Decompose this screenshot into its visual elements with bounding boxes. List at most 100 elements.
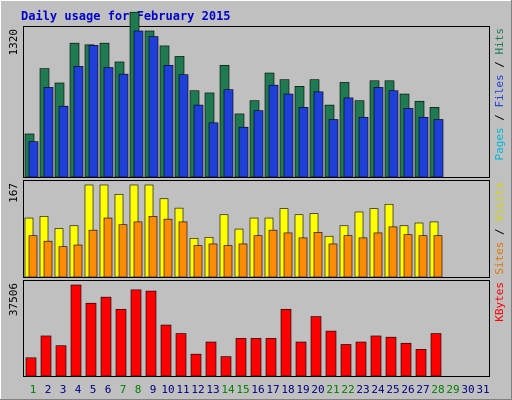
day-label-10: 10 [161,383,174,396]
day-label-20: 20 [311,383,324,396]
series-legend-traffic: Pages / Files / Hits [493,28,506,161]
day-label-16: 16 [251,383,264,396]
bar-files-day-19 [298,107,309,178]
bar-files-day-15 [238,126,249,178]
bar-files-day-23 [358,116,369,178]
x-axis-day-labels: 1 2 3 4 5 6 7 8 9 10 11 12 13 14 15 16 17 18 19 20 21 22 23 24 2… [30,383,490,396]
bar-kbytes-day-14 [220,356,232,377]
day-label-18: 18 [281,383,294,396]
day-label-14: 14 [221,383,235,396]
bar-kbytes-day-6 [100,296,112,377]
bar-sites-day-24 [373,232,383,278]
bar-sites-day-1 [28,235,38,278]
bar-kbytes-day-24 [370,335,382,377]
bar-sites-day-4 [73,244,83,278]
day-label-8: 8 [135,383,142,396]
bar-kbytes-day-8 [130,289,142,377]
day-label-19: 19 [296,383,309,396]
bar-files-day-10 [163,64,174,178]
bar-kbytes-day-13 [205,341,217,377]
panel-kbytes: 37506 KBytes [7,280,506,377]
bar-files-day-16 [253,110,264,178]
day-label-24: 24 [371,383,385,396]
bar-files-day-5 [88,45,99,178]
bar-sites-day-22 [343,235,353,278]
day-label-25: 25 [386,383,399,396]
bar-files-day-7 [118,73,129,178]
bar-kbytes-day-3 [55,345,67,377]
day-label-23: 23 [356,383,369,396]
series-legend-visits: Sites / Visits [493,182,506,275]
bar-sites-day-19 [298,237,308,278]
bar-kbytes-day-20 [310,316,322,377]
day-label-15: 15 [236,383,249,396]
bar-kbytes-day-7 [115,308,127,377]
y-max-label: 167 [7,183,20,203]
bar-kbytes-day-9 [145,290,157,377]
bar-files-day-4 [73,66,84,178]
panel-traffic: 1320 Pages / Files / Hits [7,11,506,178]
bar-kbytes-day-16 [250,338,262,377]
bar-kbytes-day-11 [175,333,187,377]
bar-sites-day-21 [328,243,338,278]
bar-files-day-13 [208,122,219,178]
bar-sites-day-5 [88,229,98,278]
day-label-13: 13 [206,383,219,396]
day-label-27: 27 [416,383,429,396]
day-label-17: 17 [266,383,279,396]
bar-sites-day-14 [223,245,233,278]
bar-files-day-20 [313,91,324,178]
bar-sites-day-26 [403,234,413,278]
bar-kbytes-day-12 [190,353,202,377]
day-label-29: 29 [446,383,459,396]
day-label-6: 6 [105,383,112,396]
y-max-label: 1320 [7,29,20,56]
day-label-12: 12 [191,383,204,396]
bar-files-day-27 [418,116,429,178]
day-label-30: 30 [461,383,474,396]
day-label-26: 26 [401,383,414,396]
panel-visits: 167 Sites / Visits [7,180,506,278]
bar-kbytes-day-23 [355,341,367,377]
bar-files-day-28 [433,119,444,178]
bar-kbytes-day-28 [430,333,442,377]
bar-files-day-17 [268,84,279,178]
day-label-21: 21 [326,383,339,396]
bar-sites-day-12 [193,245,203,278]
bar-sites-day-7 [118,224,128,278]
day-label-31: 31 [476,383,489,396]
bar-kbytes-day-4 [70,284,82,377]
bar-kbytes-day-5 [85,302,97,377]
bar-files-day-18 [283,93,294,178]
bar-files-day-11 [178,74,189,178]
bar-files-day-24 [373,87,384,178]
bar-sites-day-9 [148,216,158,278]
bar-files-day-1 [28,141,39,178]
bar-sites-day-11 [178,221,188,278]
bar-sites-day-20 [313,232,323,278]
day-label-11: 11 [176,383,189,396]
bar-kbytes-day-17 [265,338,277,377]
bar-sites-day-2 [43,240,53,278]
day-label-9: 9 [150,383,157,396]
day-label-7: 7 [120,383,127,396]
bar-files-day-6 [103,67,114,178]
bar-kbytes-day-22 [340,344,352,377]
day-label-28: 28 [431,383,444,396]
bar-files-day-25 [388,90,399,178]
day-label-4: 4 [75,383,82,396]
bar-sites-day-6 [103,217,113,278]
bar-kbytes-day-27 [415,349,427,377]
bar-sites-day-10 [163,218,173,278]
y-max-label: 37506 [7,283,20,316]
day-label-2: 2 [45,383,52,396]
bar-kbytes-day-10 [160,324,172,377]
bar-sites-day-16 [253,235,263,278]
bar-sites-day-28 [433,235,443,278]
bar-kbytes-day-15 [235,338,247,377]
bar-files-day-2 [43,87,54,178]
bar-sites-day-17 [268,229,278,278]
bar-files-day-9 [148,36,159,178]
bar-kbytes-day-25 [385,336,397,377]
